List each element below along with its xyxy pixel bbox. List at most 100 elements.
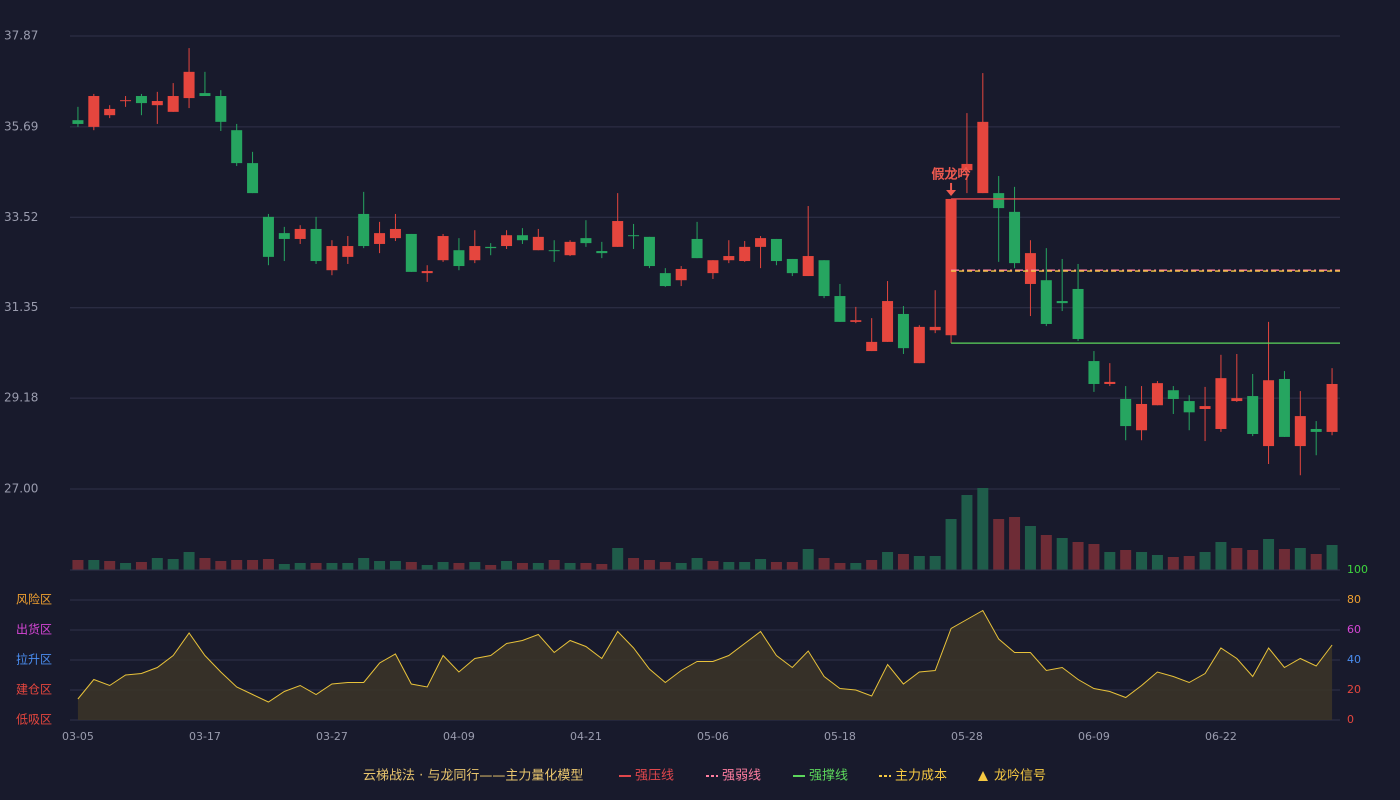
candle-body <box>151 101 163 106</box>
zone-label: 出货区 <box>16 622 52 637</box>
candle-body <box>183 71 195 99</box>
candle-body <box>755 238 767 247</box>
y-tick-label: 33.52 <box>4 210 38 224</box>
legend-title: 云梯战法 · 与龙同行——主力量化模型 <box>363 769 583 784</box>
candle-body <box>326 246 338 271</box>
candle-body <box>389 228 401 239</box>
volume-bar <box>120 563 132 570</box>
legend-label: 龙吟信号 <box>994 768 1046 784</box>
candle-body <box>882 301 894 342</box>
candle-body <box>1263 380 1275 447</box>
candle-body <box>691 238 703 259</box>
candle-body <box>262 216 274 257</box>
volume-bar <box>786 562 798 570</box>
volume-bar <box>151 558 163 570</box>
volume-bar <box>167 559 179 570</box>
volume-bar <box>802 549 814 570</box>
y-tick-label: 80 <box>1347 593 1361 606</box>
candle-body <box>469 246 481 261</box>
x-tick-label: 05-18 <box>824 730 856 743</box>
candle-body <box>501 235 513 247</box>
volume-bar <box>421 565 433 570</box>
volume-bar <box>532 563 544 570</box>
volume-bar <box>1326 545 1338 570</box>
volume-bar <box>326 563 338 570</box>
y-tick-label: 0 <box>1347 713 1354 726</box>
volume-bar <box>1136 552 1148 570</box>
candle-body <box>1151 383 1163 406</box>
volume-bar <box>755 559 767 570</box>
volume-bar <box>993 519 1005 570</box>
candle-body <box>247 163 259 194</box>
volume-bar <box>183 552 195 570</box>
volume-bar <box>1263 539 1275 570</box>
volume-bar <box>897 554 909 570</box>
volume-bar <box>199 558 211 570</box>
volume-bar <box>262 559 274 570</box>
volume-bar <box>1151 555 1163 570</box>
x-tick-label: 03-05 <box>62 730 94 743</box>
candle-body <box>1231 398 1243 402</box>
volume-bar <box>469 562 481 570</box>
candle-body <box>72 120 84 124</box>
candle-body <box>1294 416 1306 447</box>
x-tick-label: 05-28 <box>951 730 983 743</box>
volume-bar <box>850 563 862 570</box>
volume-bar <box>580 563 592 570</box>
candle-body <box>374 233 386 244</box>
y-tick-label: 35.69 <box>4 119 38 133</box>
legend-label: 主力成本 <box>895 769 947 784</box>
volume-bar <box>501 561 513 570</box>
candle-body <box>596 251 608 254</box>
volume-bar <box>247 560 259 570</box>
volume-bar <box>104 561 116 570</box>
candle-body <box>231 130 243 164</box>
zone-label: 建仓区 <box>16 683 52 697</box>
candle-body <box>707 260 719 274</box>
candle-body <box>1104 381 1116 384</box>
candle-body <box>405 233 417 272</box>
volume-bar <box>818 558 830 570</box>
volume-bar <box>1104 552 1116 570</box>
volume-bar <box>358 558 370 570</box>
candle-body <box>215 96 227 122</box>
x-tick-label: 03-27 <box>316 730 348 743</box>
volume-bar <box>215 561 227 570</box>
y-tick-label: 40 <box>1347 653 1361 666</box>
candle-body <box>770 238 782 262</box>
candle-body <box>104 108 116 116</box>
x-tick-label: 04-21 <box>570 730 602 743</box>
candle-body <box>929 326 941 331</box>
candle-body <box>1024 253 1036 284</box>
volume-bar <box>1120 550 1132 570</box>
x-tick-label: 05-06 <box>697 730 729 743</box>
candle-body <box>1088 361 1100 384</box>
volume-bar <box>405 562 417 570</box>
candle-body <box>1056 301 1068 304</box>
volume-bar <box>485 565 497 570</box>
y-tick-label: 60 <box>1347 623 1361 636</box>
y-tick-label: 20 <box>1347 683 1361 696</box>
candle-body <box>897 313 909 349</box>
candle-body <box>1072 288 1084 339</box>
legend-label: 强弱线 <box>722 769 761 784</box>
candle-body <box>453 250 465 267</box>
candle-body <box>739 246 751 262</box>
candle-body <box>723 256 735 261</box>
volume-bar <box>1310 554 1322 570</box>
candle-body <box>120 100 132 102</box>
volume-bar <box>612 548 624 570</box>
candle-body <box>977 121 989 194</box>
candle-body <box>1136 403 1148 431</box>
volume-bar <box>294 563 306 570</box>
x-tick-label: 06-22 <box>1205 730 1237 743</box>
oscillator-line <box>77 609 1333 703</box>
candle-body <box>643 236 655 267</box>
candle-body <box>548 250 560 252</box>
volume-bar <box>929 556 941 570</box>
volume-bar <box>882 552 894 570</box>
volume-bar <box>1056 538 1068 570</box>
signal-arrow-head <box>946 189 957 196</box>
candle-body <box>88 96 100 127</box>
volume-bar <box>834 563 846 570</box>
